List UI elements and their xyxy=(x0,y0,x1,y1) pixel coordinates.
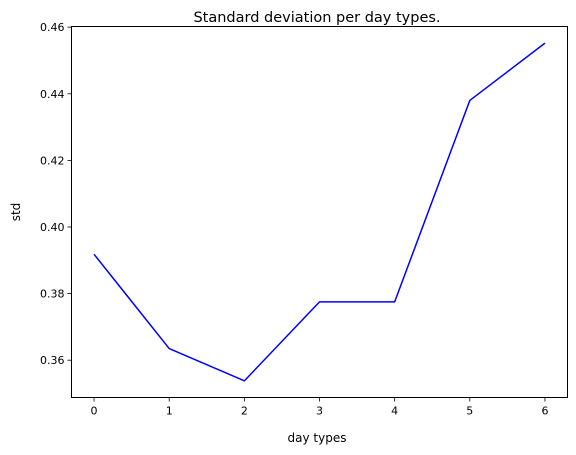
y-tick-label: 0.38 xyxy=(40,288,65,301)
y-tick-label: 0.40 xyxy=(40,221,65,234)
x-tick-label: 6 xyxy=(541,405,548,418)
y-tick-label: 0.42 xyxy=(40,154,65,167)
x-tick-label: 1 xyxy=(166,405,173,418)
x-tick-label: 5 xyxy=(466,405,473,418)
x-tick-label: 3 xyxy=(316,405,323,418)
y-tick-label: 0.44 xyxy=(40,88,65,101)
y-tick-label: 0.36 xyxy=(40,354,65,367)
x-tick-label: 4 xyxy=(391,405,398,418)
x-tick-label: 0 xyxy=(91,405,98,418)
x-axis-label: day types xyxy=(288,431,347,445)
series-line-0 xyxy=(93,42,546,382)
y-tick-label: 0.46 xyxy=(40,21,65,34)
y-axis-label: std xyxy=(9,203,23,222)
chart-title: Standard deviation per day types. xyxy=(193,10,440,26)
x-tick-label: 2 xyxy=(241,405,248,418)
